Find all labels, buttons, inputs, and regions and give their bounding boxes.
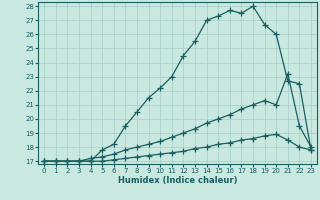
X-axis label: Humidex (Indice chaleur): Humidex (Indice chaleur) <box>118 176 237 185</box>
